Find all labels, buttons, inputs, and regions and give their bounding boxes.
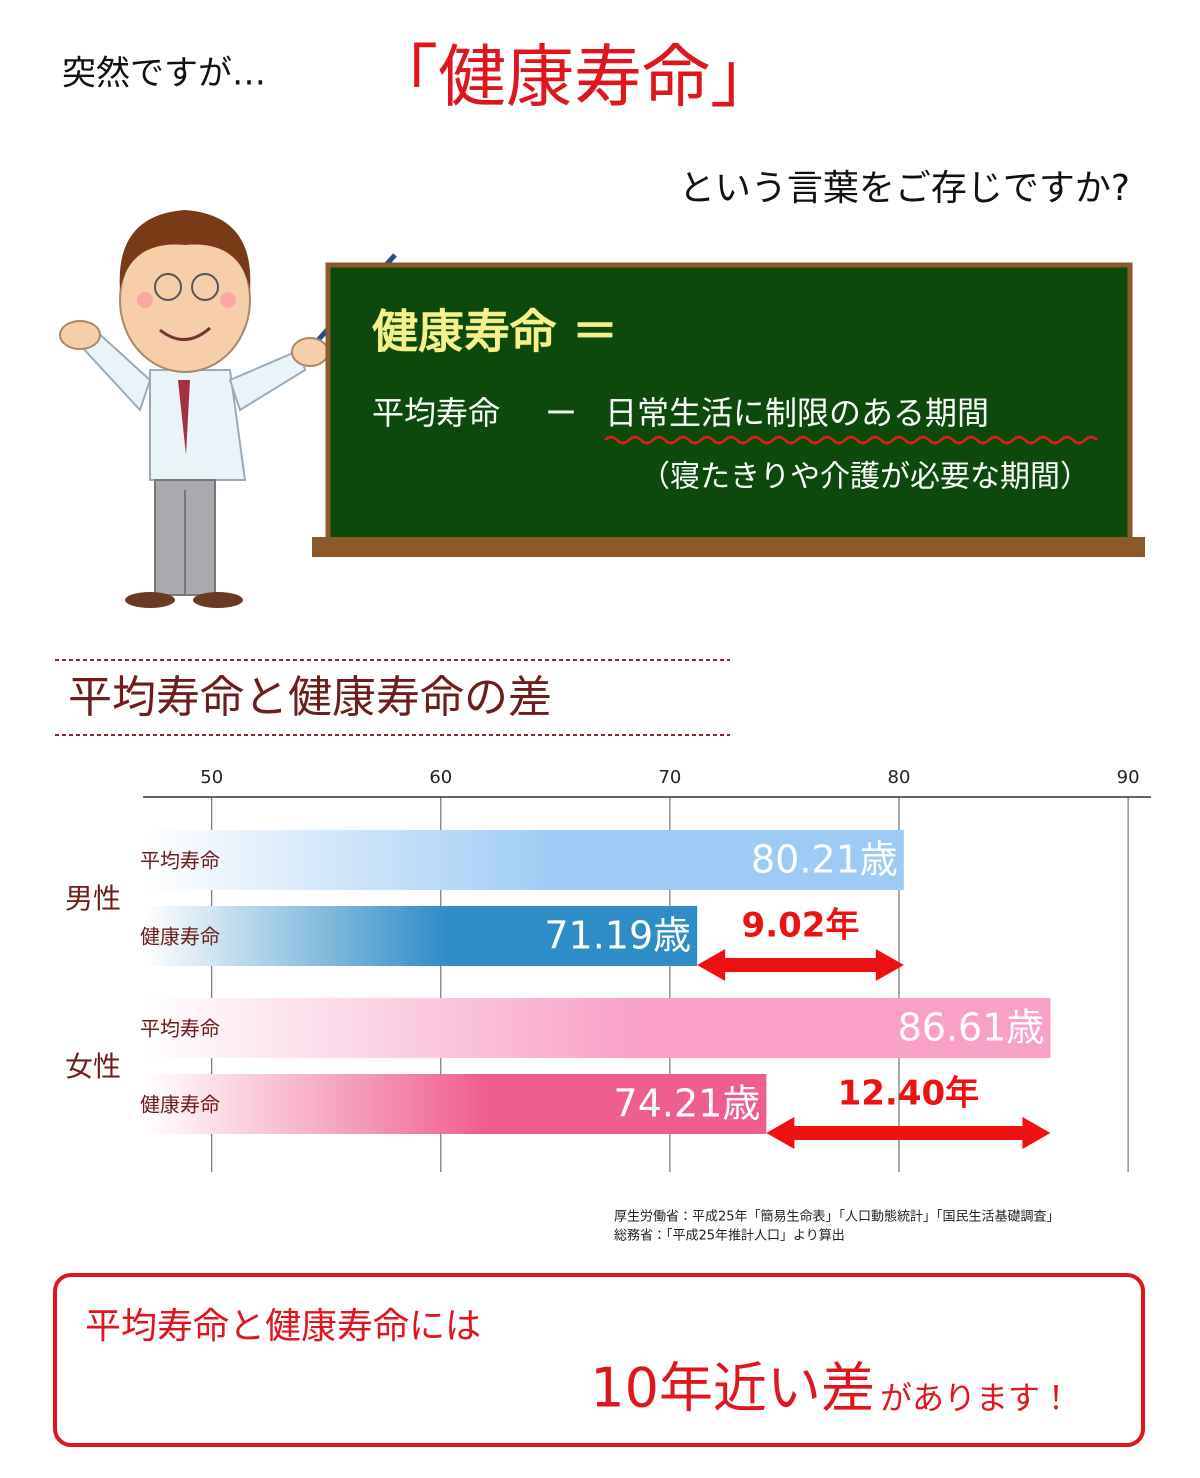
bar [143,830,904,890]
value-label: 86.61歳 [898,1006,1045,1050]
conclusion-emphasis: 10年近い差 [590,1357,875,1420]
chart-title: 平均寿命と健康寿命の差 [68,672,552,723]
bar [143,998,1051,1058]
blackboard [325,262,1133,543]
lead-text: 突然ですが… [62,54,266,94]
conclusion-line: 平均寿命と健康寿命には [85,1306,481,1347]
board-formula-part: 平均寿命 [372,394,500,432]
bar [143,1074,767,1134]
x-tick-label: 70 [658,767,681,788]
teacher-illustration [59,210,397,608]
source-line: 厚生労働省：平成25年「簡易生命表」「人口動態統計」「国民生活基礎調査」 [614,1209,1060,1225]
bar-category-label: 健康寿命 [140,1093,220,1117]
chalk-tray [312,537,1145,557]
wavy-underline [604,435,1098,445]
bar-category-label: 平均寿命 [140,849,220,873]
board-note: （寝たきりや介護が必要な期間） [640,460,1090,495]
x-tick-label: 60 [429,767,452,788]
conclusion-tail: があります！ [880,1379,1072,1417]
group-label: 女性 [65,1050,121,1083]
board-formula-part: 日常生活に制限のある期間 [605,394,989,432]
difference-label: 9.02年 [742,906,860,946]
question-text: という言葉をご存じですか? [679,168,1130,209]
board-formula-operator: ー [545,394,577,432]
x-tick-label: 50 [200,767,223,788]
difference-arrow [697,949,904,981]
conclusion-box [53,1273,1145,1447]
x-tick-label: 90 [1117,767,1140,788]
difference-label: 12.40年 [838,1074,980,1114]
value-label: 80.21歳 [751,838,898,882]
bar-category-label: 平均寿命 [140,1017,220,1041]
keyword-text: 「健康寿命」 [370,39,778,118]
x-tick-label: 80 [888,767,911,788]
group-label: 男性 [65,882,121,915]
source-line: 総務省：「平成25年推計人口」より算出 [614,1228,845,1244]
board-term: 健康寿命 ＝ [372,305,618,359]
difference-arrow [766,1117,1051,1149]
value-label: 74.21歳 [614,1082,761,1126]
bar [143,906,698,966]
bar-category-label: 健康寿命 [140,925,220,949]
value-label: 71.19歳 [544,914,691,958]
